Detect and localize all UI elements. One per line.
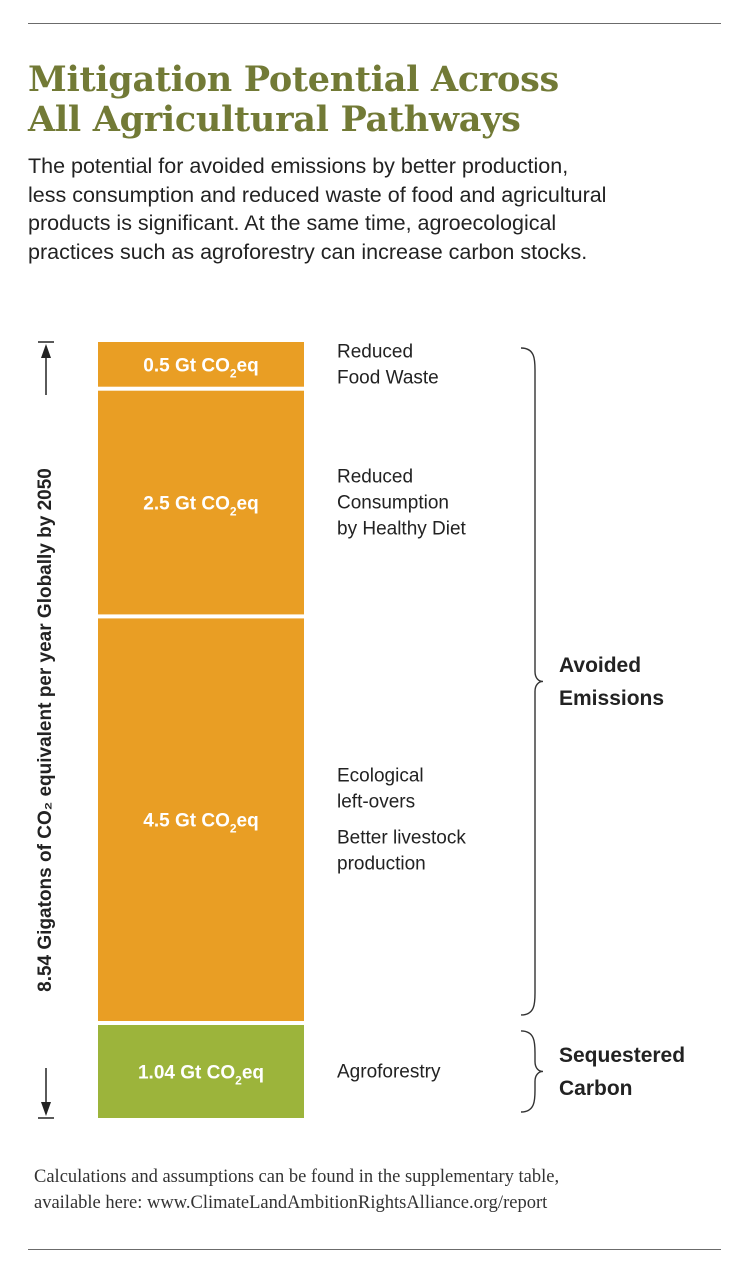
- subtitle-line-3: products is significant. At the same tim…: [28, 211, 557, 235]
- top-rule: [28, 23, 721, 24]
- subtitle: The potential for avoided emissions by b…: [28, 152, 728, 266]
- segment-category-label: Reduced: [337, 467, 413, 488]
- bar-segment-2: [98, 390, 304, 615]
- subtitle-line-2: less consumption and reduced waste of fo…: [28, 182, 607, 207]
- group-label-avoided-emissions: Avoided: [559, 654, 641, 677]
- segment-category-label: Agroforestry: [337, 1062, 441, 1083]
- segment-category-label: production: [337, 854, 426, 875]
- group-brace-sequestered-carbon: [520, 1030, 544, 1113]
- group-brace-avoided-emissions: [520, 347, 544, 1016]
- group-label-avoided-emissions: Emissions: [559, 687, 664, 710]
- segment-category-label: Consumption: [337, 493, 449, 514]
- footnote-line-2: available here: www.ClimateLandAmbitionR…: [34, 1193, 548, 1213]
- segment-category-label: Reduced: [337, 341, 413, 362]
- y-axis-label: 8.54 Gigatons of CO₂ equivalent per year…: [35, 468, 56, 992]
- bar-segment-1: [98, 342, 304, 387]
- subtitle-line-4: practices such as agroforestry can incre…: [28, 239, 588, 264]
- group-label-sequestered-carbon: Carbon: [559, 1077, 633, 1100]
- page-title: Mitigation Potential Across All Agricult…: [28, 60, 728, 140]
- bar-segment-4: [98, 1025, 304, 1118]
- segment-category-label: left-overs: [337, 792, 415, 813]
- group-label-sequestered-carbon: Sequestered: [559, 1044, 685, 1067]
- segment-category-label: Better livestock: [337, 828, 466, 849]
- bar-segment-3: [98, 618, 304, 1021]
- segment-category-label: by Healthy Diet: [337, 519, 467, 540]
- segment-value-label: 2.5 Gt CO2eq: [143, 494, 258, 519]
- stacked-bar-chart: 0.5 Gt CO2eq Reduced Food Waste 2.5 Gt CO2e…: [35, 341, 685, 1119]
- segment-category-label: Ecological: [337, 766, 424, 787]
- segment-value-label: 4.5 Gt CO2eq: [143, 811, 258, 836]
- segment-category-label: Food Waste: [337, 367, 439, 388]
- title-line-2: All Agricultural Pathways: [28, 99, 521, 140]
- title-line-1: Mitigation Potential Across: [28, 59, 559, 100]
- footnote: Calculations and assumptions can be foun…: [34, 1164, 724, 1216]
- bottom-rule: [28, 1249, 721, 1250]
- arrow-up-icon: [41, 344, 51, 358]
- subtitle-line-1: The potential for avoided emissions by b…: [28, 154, 569, 178]
- segment-value-label: 0.5 Gt CO2eq: [143, 355, 258, 380]
- arrow-down-icon: [41, 1102, 51, 1116]
- footnote-line-1: Calculations and assumptions can be foun…: [34, 1167, 560, 1187]
- segment-value-label: 1.04 Gt CO2eq: [138, 1063, 264, 1088]
